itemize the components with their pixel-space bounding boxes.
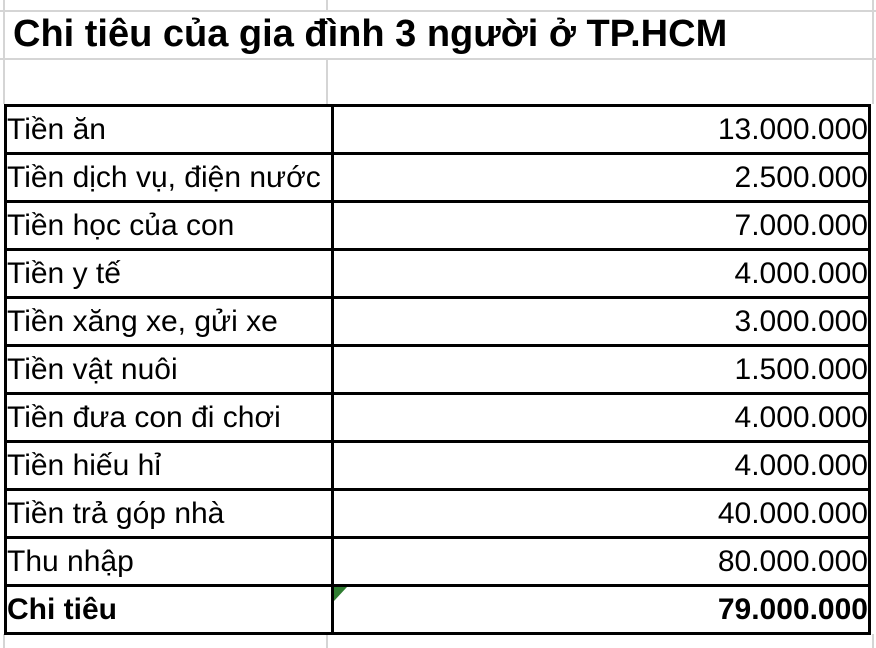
label-cell[interactable]: Tiền ăn bbox=[4, 104, 334, 155]
label-cell[interactable]: Tiền xăng xe, gửi xe bbox=[4, 296, 334, 347]
table-row: Tiền trả góp nhà 40.000.000 bbox=[4, 488, 871, 539]
gridline bbox=[872, 634, 874, 648]
total-value-text: 79.000.000 bbox=[717, 592, 868, 626]
gridline bbox=[872, 0, 874, 104]
value-cell[interactable]: 4.000.000 bbox=[331, 440, 871, 491]
label-cell[interactable]: Tiền đưa con đi chơi bbox=[4, 392, 334, 443]
table-row: Tiền học của con 7.000.000 bbox=[4, 200, 871, 251]
value-cell[interactable]: 4.000.000 bbox=[331, 248, 871, 299]
value-cell[interactable]: 7.000.000 bbox=[331, 200, 871, 251]
table-row: Tiền đưa con đi chơi 4.000.000 bbox=[4, 392, 871, 443]
value-cell[interactable]: 4.000.000 bbox=[331, 392, 871, 443]
table-row: Tiền vật nuôi 1.500.000 bbox=[4, 344, 871, 395]
gridline bbox=[326, 634, 328, 648]
sheet-title-cell[interactable]: Chi tiêu của gia đình 3 người ở TP.HCM bbox=[13, 13, 728, 55]
label-cell[interactable]: Tiền hiếu hỉ bbox=[4, 440, 334, 491]
label-cell[interactable]: Tiền học của con bbox=[4, 200, 334, 251]
formula-error-triangle-icon bbox=[334, 587, 347, 601]
label-cell[interactable]: Tiền vật nuôi bbox=[4, 344, 334, 395]
gridline bbox=[3, 634, 5, 648]
value-cell[interactable]: 2.500.000 bbox=[331, 152, 871, 203]
table-row: Tiền hiếu hỉ 4.000.000 bbox=[4, 440, 871, 491]
table-row: Tiền y tế 4.000.000 bbox=[4, 248, 871, 299]
gridline bbox=[0, 10, 876, 12]
value-cell[interactable]: 79.000.000 bbox=[331, 584, 871, 635]
value-cell[interactable]: 1.500.000 bbox=[331, 344, 871, 395]
value-cell[interactable]: 13.000.000 bbox=[331, 104, 871, 155]
gridline bbox=[0, 58, 876, 60]
table-row: Tiền dịch vụ, điện nước 2.500.000 bbox=[4, 152, 871, 203]
gridline bbox=[326, 0, 328, 10]
value-cell[interactable]: 40.000.000 bbox=[331, 488, 871, 539]
expense-table: Tiền ăn 13.000.000 Tiền dịch vụ, điện nư… bbox=[4, 104, 871, 635]
table-row: Tiền ăn 13.000.000 bbox=[4, 104, 871, 155]
value-cell[interactable]: 80.000.000 bbox=[331, 536, 871, 587]
gridline bbox=[326, 58, 328, 104]
table-row: Tiền xăng xe, gửi xe 3.000.000 bbox=[4, 296, 871, 347]
label-cell[interactable]: Tiền dịch vụ, điện nước bbox=[4, 152, 334, 203]
table-row: Thu nhập 80.000.000 bbox=[4, 536, 871, 587]
label-cell[interactable]: Tiền y tế bbox=[4, 248, 334, 299]
value-cell[interactable]: 3.000.000 bbox=[331, 296, 871, 347]
label-cell[interactable]: Thu nhập bbox=[4, 536, 334, 587]
label-cell[interactable]: Tiền trả góp nhà bbox=[4, 488, 334, 539]
gridline bbox=[3, 0, 5, 104]
label-cell[interactable]: Chi tiêu bbox=[4, 584, 334, 635]
table-row-total: Chi tiêu 79.000.000 bbox=[4, 584, 871, 635]
